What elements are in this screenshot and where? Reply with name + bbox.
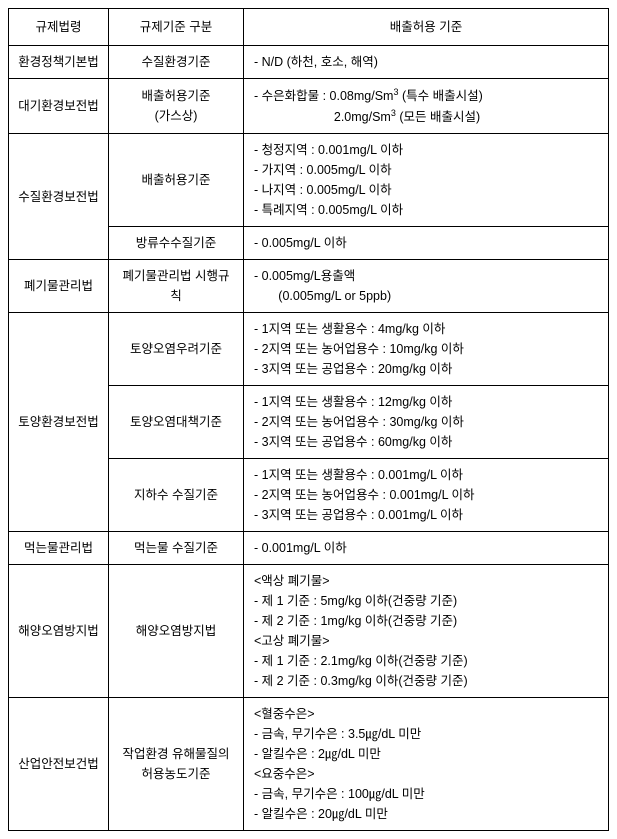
law-cell: 산업안전보건법 <box>9 698 109 831</box>
criteria-cell: 배출허용기준 <box>109 134 244 227</box>
criteria-cell: 작업환경 유해물질의 허용농도기준 <box>109 698 244 831</box>
law-cell: 해양오염방지법 <box>9 565 109 698</box>
criteria-cell: 배출허용기준 (가스상) <box>109 79 244 134</box>
standard-cell: - 0.005mg/L용출액 (0.005mg/L or 5ppb) <box>244 260 609 313</box>
header-col1: 규제법령 <box>9 9 109 46</box>
header-col3: 배출허용 기준 <box>244 9 609 46</box>
law-cell: 토양환경보전법 <box>9 313 109 532</box>
criteria-cell: 수질환경기준 <box>109 46 244 79</box>
standard-cell: - 0.001mg/L 이하 <box>244 532 609 565</box>
text: (모든 배출시설) <box>396 110 480 124</box>
law-cell: 수질환경보전법 <box>9 134 109 260</box>
standard-cell: - 1지역 또는 생활용수 : 0.001mg/L 이하 - 2지역 또는 농어… <box>244 459 609 532</box>
law-cell: 폐기물관리법 <box>9 260 109 313</box>
regulation-table: 규제법령 규제기준 구분 배출허용 기준 환경정책기본법 수질환경기준 - N/… <box>8 8 609 831</box>
table-row: 해양오염방지법 해양오염방지법 <액상 폐기물> - 제 1 기준 : 5mg/… <box>9 565 609 698</box>
standard-cell: <액상 폐기물> - 제 1 기준 : 5mg/kg 이하(건중량 기준) - … <box>244 565 609 698</box>
law-cell: 환경정책기본법 <box>9 46 109 79</box>
standard-cell: - 수은화합물 : 0.08mg/Sm3 (특수 배출시설) 2.0mg/Sm3… <box>244 79 609 134</box>
criteria-cell: 방류수수질기준 <box>109 227 244 260</box>
standard-cell: - 청정지역 : 0.001mg/L 이하 - 가지역 : 0.005mg/L … <box>244 134 609 227</box>
text: 2.0mg/Sm <box>254 110 391 124</box>
standard-cell: - 1지역 또는 생활용수 : 4mg/kg 이하 - 2지역 또는 농어업용수… <box>244 313 609 386</box>
standard-cell: - 1지역 또는 생활용수 : 12mg/kg 이하 - 2지역 또는 농어업용… <box>244 386 609 459</box>
criteria-cell: 해양오염방지법 <box>109 565 244 698</box>
table-row: 대기환경보전법 배출허용기준 (가스상) - 수은화합물 : 0.08mg/Sm… <box>9 79 609 134</box>
standard-cell: <혈중수은> - 금속, 무기수은 : 3.5㎍/dL 미만 - 알킬수은 : … <box>244 698 609 831</box>
table-header-row: 규제법령 규제기준 구분 배출허용 기준 <box>9 9 609 46</box>
criteria-cell: 폐기물관리법 시행규칙 <box>109 260 244 313</box>
standard-cell: - N/D (하천, 호소, 해역) <box>244 46 609 79</box>
law-cell: 먹는물관리법 <box>9 532 109 565</box>
standard-cell: - 0.005mg/L 이하 <box>244 227 609 260</box>
table-row: 먹는물관리법 먹는물 수질기준 - 0.001mg/L 이하 <box>9 532 609 565</box>
text: (특수 배출시설) <box>399 89 483 103</box>
table-row: 환경정책기본법 수질환경기준 - N/D (하천, 호소, 해역) <box>9 46 609 79</box>
text: - 수은화합물 : 0.08mg/Sm <box>254 89 393 103</box>
criteria-cell: 먹는물 수질기준 <box>109 532 244 565</box>
law-cell: 대기환경보전법 <box>9 79 109 134</box>
criteria-cell: 지하수 수질기준 <box>109 459 244 532</box>
table-row: 수질환경보전법 배출허용기준 - 청정지역 : 0.001mg/L 이하 - 가… <box>9 134 609 227</box>
table-row: 토양환경보전법 토양오염우려기준 - 1지역 또는 생활용수 : 4mg/kg … <box>9 313 609 386</box>
criteria-cell: 토양오염대책기준 <box>109 386 244 459</box>
table-row: 폐기물관리법 폐기물관리법 시행규칙 - 0.005mg/L용출액 (0.005… <box>9 260 609 313</box>
criteria-cell: 토양오염우려기준 <box>109 313 244 386</box>
header-col2: 규제기준 구분 <box>109 9 244 46</box>
table-row: 산업안전보건법 작업환경 유해물질의 허용농도기준 <혈중수은> - 금속, 무… <box>9 698 609 831</box>
